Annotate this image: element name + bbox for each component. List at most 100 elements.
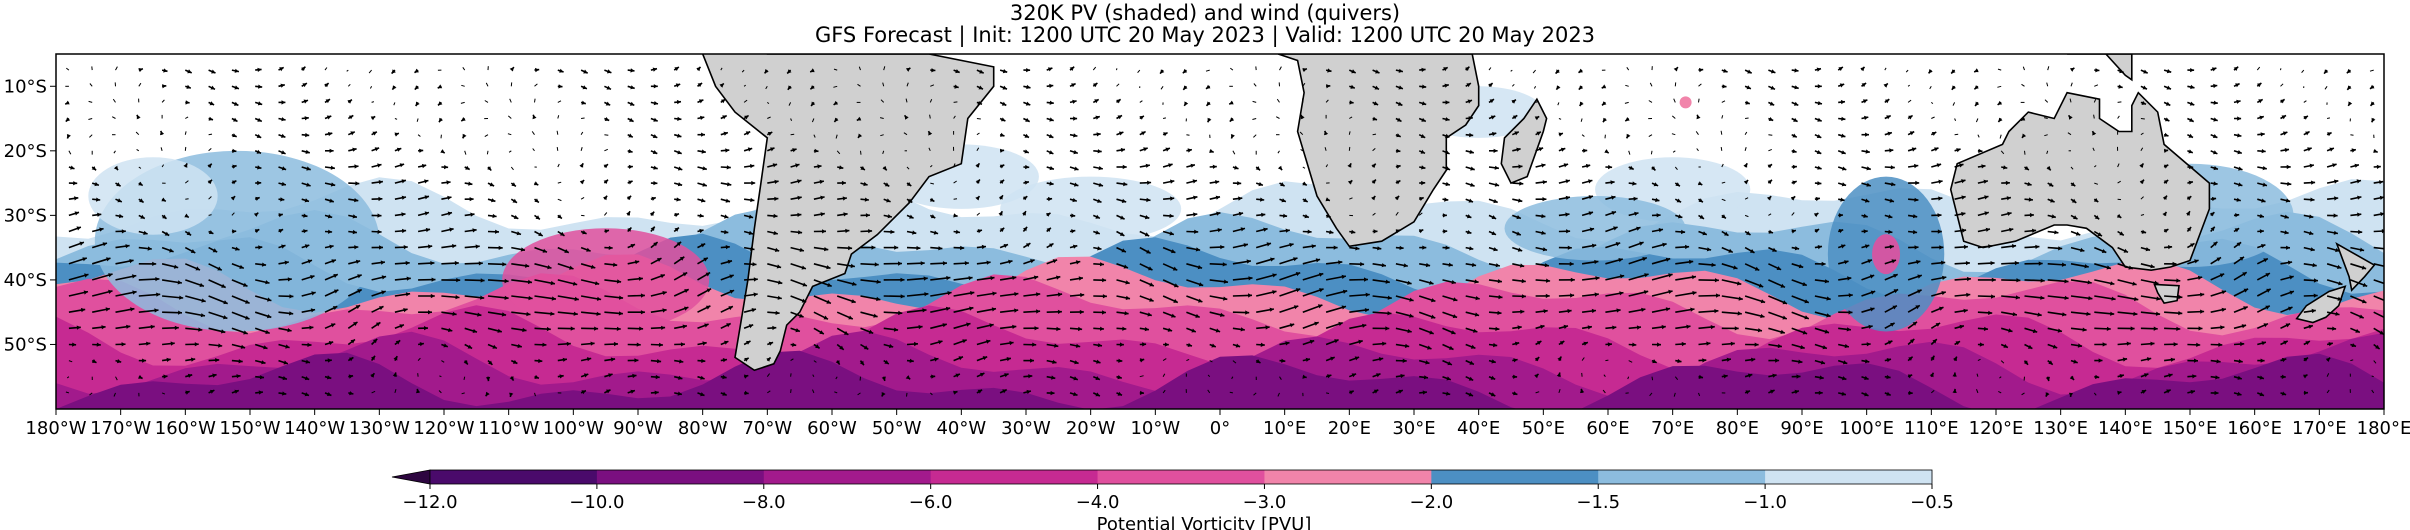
wind-arrowhead xyxy=(674,213,679,218)
wind-arrowhead xyxy=(1546,278,1551,283)
wind-arrowhead xyxy=(1051,375,1056,380)
wind-arrowhead xyxy=(696,66,701,72)
wind-arrowhead xyxy=(140,214,145,219)
wind-arrowhead xyxy=(2236,99,2241,104)
wind-arrowhead xyxy=(161,197,166,202)
wind-arrowhead xyxy=(999,164,1005,169)
wind-arrowhead xyxy=(281,181,286,187)
wind-arrowhead xyxy=(265,280,270,285)
wind-arrowhead xyxy=(1030,259,1035,264)
map-subtitle: GFS Forecast | Init: 1200 UTC 20 May 202… xyxy=(814,23,1596,47)
wind-arrow xyxy=(1325,392,1330,394)
wind-arrowhead xyxy=(1558,132,1563,137)
wind-arrowhead xyxy=(727,182,732,187)
wind-arrowhead xyxy=(1824,279,1829,284)
wind-arrowhead xyxy=(2337,264,2342,269)
wind-arrowhead xyxy=(2379,330,2384,335)
wind-arrowhead xyxy=(92,359,97,363)
wind-arrowhead xyxy=(1689,259,1694,265)
wind-arrowhead xyxy=(1024,133,1029,138)
wind-arrowhead xyxy=(843,212,848,217)
wind-arrowhead xyxy=(328,229,333,234)
wind-arrowhead xyxy=(513,215,519,219)
wind-arrowhead xyxy=(1513,374,1518,379)
wind-arrowhead xyxy=(1317,304,1323,309)
wind-arrowhead xyxy=(1912,321,1917,326)
wind-arrowhead xyxy=(1139,358,1145,363)
wind-arrowhead xyxy=(634,260,640,265)
wind-arrowhead xyxy=(1951,85,1956,90)
wind-arrowhead xyxy=(2240,341,2245,347)
wind-arrowhead xyxy=(772,163,778,168)
wind-arrowhead xyxy=(129,259,134,264)
wind-arrowhead xyxy=(2284,230,2289,235)
wind-arrow xyxy=(1186,134,1190,136)
wind-arrowhead xyxy=(1840,244,1846,249)
wind-arrowhead xyxy=(970,291,975,296)
wind-arrowhead xyxy=(977,229,982,234)
wind-arrowhead xyxy=(1844,343,1849,349)
wind-arrowhead xyxy=(1123,264,1128,269)
wind-arrowhead xyxy=(234,389,239,394)
wind-arrowhead xyxy=(1293,305,1299,310)
wind-arrow xyxy=(1488,67,1492,71)
wind-arrow xyxy=(1231,376,1234,380)
wind-arrowhead xyxy=(329,198,334,203)
wind-arrow xyxy=(882,150,885,155)
wind-arrowhead xyxy=(938,246,943,251)
wind-arrowhead xyxy=(372,131,377,136)
wind-arrowhead xyxy=(2259,375,2264,380)
wind-arrowhead xyxy=(266,314,272,319)
wind-arrowhead xyxy=(752,262,757,267)
wind-arrowhead xyxy=(1706,247,1712,252)
wind-arrowhead xyxy=(888,343,894,349)
wind-arrowhead xyxy=(702,341,707,346)
wind-arrow xyxy=(208,133,213,136)
wind-arrowhead xyxy=(2216,257,2221,262)
wind-arrow xyxy=(557,181,562,184)
wind-arrowhead xyxy=(1661,324,1666,330)
wind-arrowhead xyxy=(2386,265,2390,269)
wind-arrowhead xyxy=(1342,289,1348,294)
wind-arrowhead xyxy=(1422,84,1427,89)
wind-arrowhead xyxy=(979,372,985,377)
lon-tick-label: 180°E xyxy=(2357,418,2410,439)
wind-arrowhead xyxy=(1937,213,1942,218)
wind-arrow xyxy=(1511,83,1515,87)
wind-arrowhead xyxy=(1421,165,1426,170)
wind-arrow xyxy=(1768,213,1772,216)
wind-arrowhead xyxy=(1863,213,1868,218)
pv-feature xyxy=(88,157,218,235)
wind-arrowhead xyxy=(1542,247,1547,252)
wind-arrowhead xyxy=(1399,245,1404,250)
wind-arrowhead xyxy=(234,85,239,90)
wind-arrow xyxy=(1931,102,1934,104)
wind-arrowhead xyxy=(304,116,309,121)
wind-arrowhead xyxy=(616,326,621,331)
wind-arrow xyxy=(1954,133,1959,136)
wind-arrowhead xyxy=(662,308,667,313)
wind-arrow xyxy=(1253,392,1257,396)
wind-arrowhead xyxy=(522,327,527,333)
wind-arrowhead xyxy=(551,296,556,301)
lon-tick-label: 160°W xyxy=(155,418,216,439)
wind-arrowhead xyxy=(1952,372,1957,377)
wind-arrowhead xyxy=(701,358,706,363)
wind-arrowhead xyxy=(265,330,270,334)
new-guinea-landmass xyxy=(2067,54,2133,82)
wind-arrowhead xyxy=(200,313,205,318)
wind-arrowhead xyxy=(425,227,431,233)
wind-arrowhead xyxy=(605,101,611,106)
wind-arrowhead xyxy=(583,373,589,378)
wind-arrowhead xyxy=(2178,294,2183,300)
wind-arrowhead xyxy=(1118,131,1124,136)
wind-arrowhead xyxy=(701,132,705,137)
wind-arrowhead xyxy=(1745,100,1750,105)
wind-arrowhead xyxy=(1465,66,1470,71)
wind-arrowhead xyxy=(1793,117,1798,122)
wind-arrow xyxy=(2094,84,2099,87)
wind-arrowhead xyxy=(1887,131,1892,136)
wind-arrowhead xyxy=(1492,131,1497,137)
wind-arrowhead xyxy=(955,229,960,234)
wind-arrowhead xyxy=(1427,345,1432,350)
